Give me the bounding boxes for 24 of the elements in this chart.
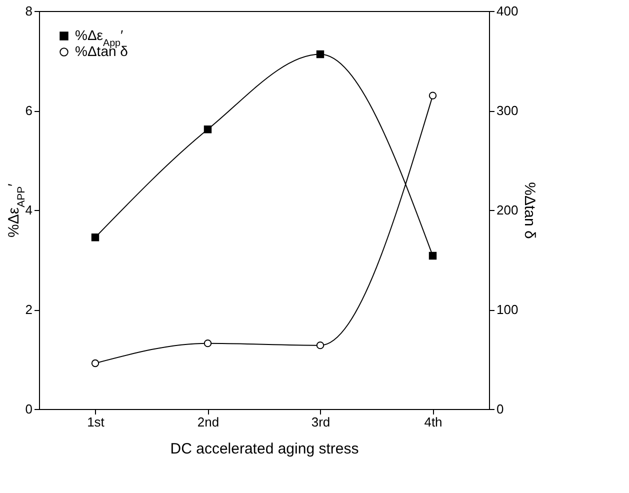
y-tick-label: 8 <box>25 4 32 18</box>
point <box>428 92 437 100</box>
y2-axis-title: %Δtan δ <box>521 182 538 239</box>
y-tick-label: 4 <box>25 202 32 218</box>
point <box>428 252 437 260</box>
x-tick-label: 2nd <box>197 414 220 430</box>
x-tick-label: 1st <box>87 414 105 430</box>
y2-tick-label: 300 <box>496 103 518 118</box>
x-tick-label: 3rd <box>311 414 330 430</box>
y-tick-label: 6 <box>25 103 32 118</box>
y-tick-label: 0 <box>25 402 32 416</box>
point <box>316 341 324 350</box>
y-tick-label: 2 <box>25 302 32 317</box>
x-axis-title: DC accelerated aging stress <box>170 440 359 458</box>
point <box>204 126 212 134</box>
y2-tick-label: 400 <box>496 4 518 18</box>
y2-tick-label: 0 <box>496 402 504 416</box>
point <box>204 339 212 348</box>
y2-tick-label: 200 <box>496 202 518 218</box>
point <box>91 234 100 242</box>
x-tick-label: 4th <box>424 414 442 430</box>
point <box>91 359 100 368</box>
point <box>316 50 324 58</box>
y2-tick-label: 100 <box>496 302 518 317</box>
